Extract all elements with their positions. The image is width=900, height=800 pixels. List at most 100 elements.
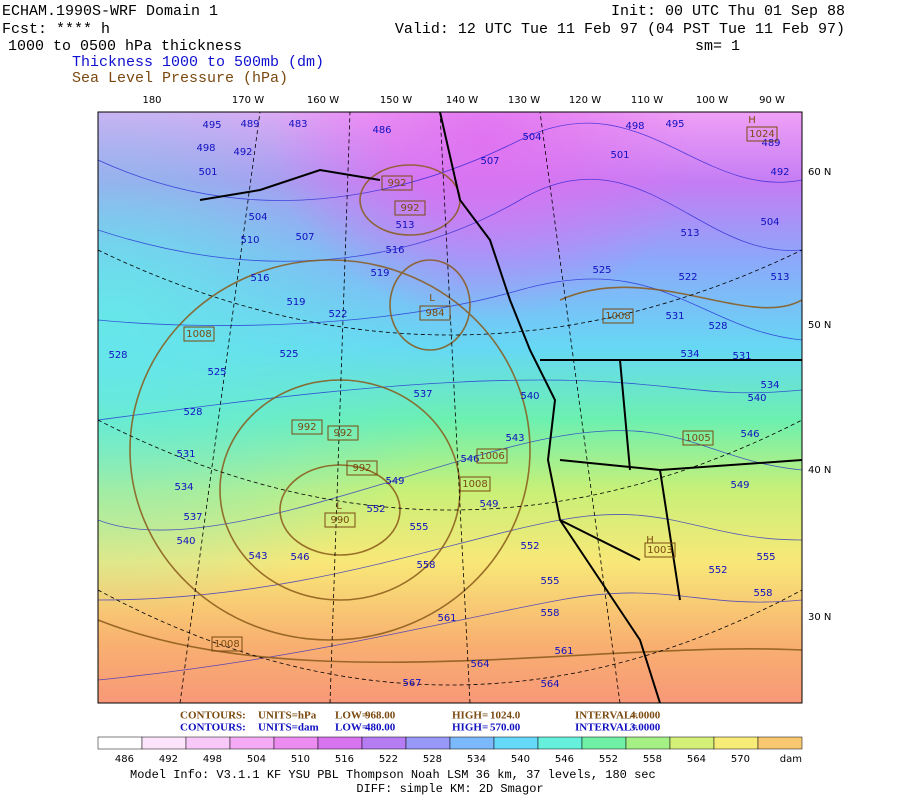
thickness-label: 525 <box>592 265 611 276</box>
lon-label: 160 W <box>307 95 339 106</box>
contour-info: CONTOURS: <box>180 710 246 722</box>
colorbar-box <box>405 736 451 750</box>
thickness-label: 519 <box>370 268 389 279</box>
colorbar-box <box>185 736 231 750</box>
contour-info: UNITS=dam <box>258 722 319 734</box>
colorbar-label: 558 <box>643 754 662 765</box>
colorbar-unit: dam <box>780 754 802 765</box>
thickness-label: 561 <box>554 646 573 657</box>
pressure-center: L <box>336 501 342 512</box>
pressure-label: 992 <box>387 178 406 189</box>
thickness-label: 528 <box>108 350 127 361</box>
thickness-label: 531 <box>732 351 751 362</box>
pressure-label-box <box>291 419 323 435</box>
lon-label: 150 W <box>380 95 412 106</box>
thickness-label: 540 <box>176 536 195 547</box>
legend-thickness: Thickness 1000 to 500mb (dm) <box>72 54 324 71</box>
legend-slp: Sea Level Pressure (hPa) <box>72 70 288 87</box>
thickness-label: 552 <box>520 541 539 552</box>
text-layer: ECHAM.1990S-WRF Domain 1 Init: 00 UTC Th… <box>2 3 845 796</box>
thickness-label: 498 <box>625 121 644 132</box>
thickness-label: 552 <box>708 565 727 576</box>
pressure-label: 1005 <box>685 433 710 444</box>
pressure-label-box <box>476 448 508 464</box>
colorbar-box <box>97 736 143 750</box>
pressure-label-box <box>183 326 215 342</box>
thickness-label: 540 <box>520 391 539 402</box>
colorbar-box <box>317 736 363 750</box>
thickness-label: 531 <box>665 311 684 322</box>
contour-info: CONTOURS: <box>180 722 246 734</box>
thickness-label: 564 <box>470 659 489 670</box>
lon-label: 110 W <box>631 95 663 106</box>
thickness-label: 486 <box>372 125 391 136</box>
colorbar-label: 570 <box>731 754 750 765</box>
thickness-label: 495 <box>202 120 221 131</box>
contour-info: 3.0000 <box>630 722 661 734</box>
pressure-label-box <box>602 308 634 324</box>
thickness-label: 519 <box>286 297 305 308</box>
thickness-label: 528 <box>183 407 202 418</box>
map <box>98 112 802 703</box>
pressure-label: 990 <box>330 515 349 526</box>
pressure-label-box <box>682 430 714 446</box>
thickness-label: 534 <box>680 349 699 360</box>
pressure-label: 992 <box>297 422 316 433</box>
thickness-label: 564 <box>540 679 559 690</box>
title: ECHAM.1990S-WRF Domain 1 <box>2 3 218 20</box>
thickness-label: 522 <box>678 272 697 283</box>
contour-info: 968.00 <box>365 710 396 722</box>
colorbar-label: 516 <box>335 754 354 765</box>
contour-info: INTERVAL= <box>575 722 638 734</box>
lon-label: 100 W <box>696 95 728 106</box>
thickness-label: 534 <box>760 380 779 391</box>
thickness-label: 540 <box>747 393 766 404</box>
thickness-label: 513 <box>395 220 414 231</box>
thickness-label: 549 <box>730 480 749 491</box>
pressure-label: 1008 <box>462 479 487 490</box>
colorbar-box <box>713 736 759 750</box>
colorbar-box <box>141 736 187 750</box>
contour-info: LOW= <box>335 722 368 734</box>
colorbar-box <box>229 736 275 750</box>
pressure-label-box <box>211 636 243 652</box>
colorbar-box <box>581 736 627 750</box>
thickness-label: 528 <box>708 321 727 332</box>
thickness-label: 522 <box>328 309 347 320</box>
pressure-label: 992 <box>333 428 352 439</box>
thickness-label: 549 <box>385 476 404 487</box>
contour-info: INTERVAL= <box>575 710 638 722</box>
thickness-label: 537 <box>413 389 432 400</box>
thickness-label: 567 <box>402 678 421 689</box>
contour-info: 480.00 <box>365 722 396 734</box>
colorbar-box <box>361 736 407 750</box>
thickness-label: 516 <box>250 273 269 284</box>
pressure-label: 1024 <box>749 129 774 140</box>
pressure-label-box <box>381 175 413 191</box>
colorbar-label: 498 <box>203 754 222 765</box>
thickness-label: 498 <box>196 143 215 154</box>
thickness-label: 504 <box>760 217 779 228</box>
thickness-label: 555 <box>409 522 428 533</box>
lon-label: 170 W <box>232 95 264 106</box>
pressure-label-box <box>746 126 778 142</box>
thickness-label: 504 <box>248 212 267 223</box>
pressure-center: H <box>646 535 654 546</box>
thickness-label: 537 <box>183 512 202 523</box>
thickness-label: 483 <box>288 119 307 130</box>
pressure-label-box <box>459 476 491 492</box>
field: 1000 to 0500 hPa thickness <box>8 38 242 55</box>
thickness-label: 525 <box>207 367 226 378</box>
thickness-label: 552 <box>366 504 385 515</box>
thickness-label: 546 <box>460 454 479 465</box>
colorbar-box <box>669 736 715 750</box>
pressure-label: 984 <box>425 308 444 319</box>
lat-label: 50 N <box>808 320 831 331</box>
lon-label: 120 W <box>569 95 601 106</box>
pressure-label-box <box>394 200 426 216</box>
valid: Valid: 12 UTC Tue 11 Feb 97 (04 PST Tue … <box>395 21 845 38</box>
thickness-label: 516 <box>385 245 404 256</box>
thickness-label: 501 <box>610 150 629 161</box>
colorbar-label: 528 <box>423 754 442 765</box>
